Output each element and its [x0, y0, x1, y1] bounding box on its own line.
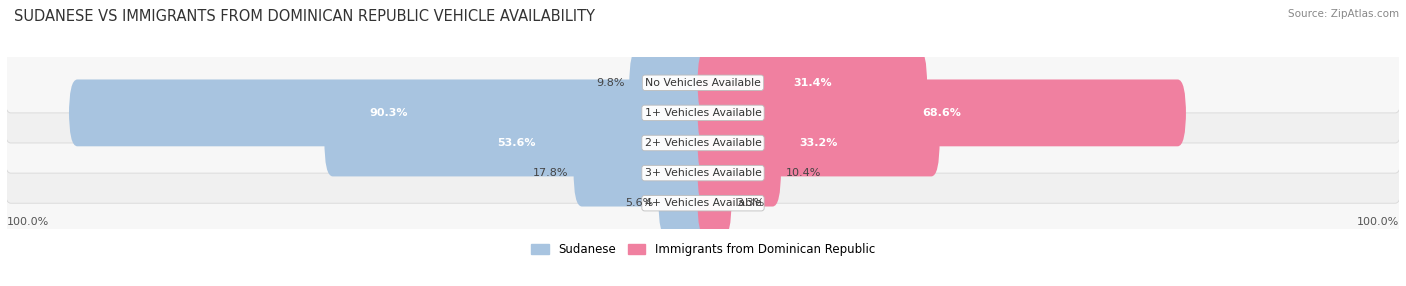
Text: 17.8%: 17.8%	[533, 168, 568, 178]
FancyBboxPatch shape	[658, 170, 709, 237]
FancyBboxPatch shape	[697, 80, 1187, 146]
Legend: Sudanese, Immigrants from Dominican Republic: Sudanese, Immigrants from Dominican Repu…	[526, 238, 880, 261]
FancyBboxPatch shape	[4, 173, 1402, 233]
FancyBboxPatch shape	[69, 80, 709, 146]
Text: 100.0%: 100.0%	[7, 217, 49, 227]
Text: 100.0%: 100.0%	[1357, 217, 1399, 227]
Text: SUDANESE VS IMMIGRANTS FROM DOMINICAN REPUBLIC VEHICLE AVAILABILITY: SUDANESE VS IMMIGRANTS FROM DOMINICAN RE…	[14, 9, 595, 23]
FancyBboxPatch shape	[4, 53, 1402, 113]
FancyBboxPatch shape	[325, 110, 709, 176]
Text: 31.4%: 31.4%	[793, 78, 831, 88]
FancyBboxPatch shape	[4, 83, 1402, 143]
Text: 1+ Vehicles Available: 1+ Vehicles Available	[644, 108, 762, 118]
Text: 68.6%: 68.6%	[922, 108, 962, 118]
FancyBboxPatch shape	[697, 49, 927, 116]
Text: 5.6%: 5.6%	[626, 198, 654, 208]
FancyBboxPatch shape	[697, 170, 731, 237]
FancyBboxPatch shape	[4, 143, 1402, 203]
Text: 3+ Vehicles Available: 3+ Vehicles Available	[644, 168, 762, 178]
Text: 53.6%: 53.6%	[498, 138, 536, 148]
FancyBboxPatch shape	[4, 113, 1402, 173]
Text: 10.4%: 10.4%	[786, 168, 821, 178]
Text: 90.3%: 90.3%	[370, 108, 408, 118]
Text: 2+ Vehicles Available: 2+ Vehicles Available	[644, 138, 762, 148]
Text: 4+ Vehicles Available: 4+ Vehicles Available	[644, 198, 762, 208]
FancyBboxPatch shape	[697, 110, 939, 176]
Text: No Vehicles Available: No Vehicles Available	[645, 78, 761, 88]
Text: 33.2%: 33.2%	[800, 138, 838, 148]
Text: 3.3%: 3.3%	[737, 198, 765, 208]
FancyBboxPatch shape	[630, 49, 709, 116]
Text: 9.8%: 9.8%	[596, 78, 624, 88]
FancyBboxPatch shape	[574, 140, 709, 206]
Text: Source: ZipAtlas.com: Source: ZipAtlas.com	[1288, 9, 1399, 19]
FancyBboxPatch shape	[697, 140, 780, 206]
